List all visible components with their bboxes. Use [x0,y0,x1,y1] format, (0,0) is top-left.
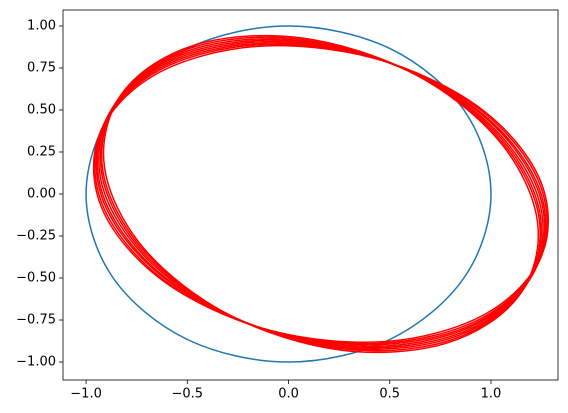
y-tick-label: −0.25 [16,228,56,243]
curve [94,43,548,345]
y-tick-label: 1.00 [27,18,56,33]
curve [100,36,541,352]
x-tick-label: −0.5 [172,387,204,402]
curve [99,38,543,350]
curve [102,34,540,354]
curve [96,40,546,348]
y-tick-label: 0.75 [27,60,56,75]
curve [95,42,547,346]
x-tick-label: 0.0 [278,387,299,402]
y-tick-label: −1.00 [16,355,56,370]
plot-frame [62,9,559,381]
y-tick-label: 0.00 [27,186,56,201]
x-tick-label: 0.5 [379,387,400,402]
curve [92,44,550,344]
y-tick-label: 0.25 [27,144,56,159]
y-tick-label: 0.50 [27,102,56,117]
curve [98,39,544,349]
x-tick-label: −1.0 [70,387,102,402]
curve [85,25,492,363]
x-tick-label: 1.0 [481,387,502,402]
y-tick-label: −0.75 [16,313,56,328]
y-tick-label: −0.50 [16,271,56,286]
